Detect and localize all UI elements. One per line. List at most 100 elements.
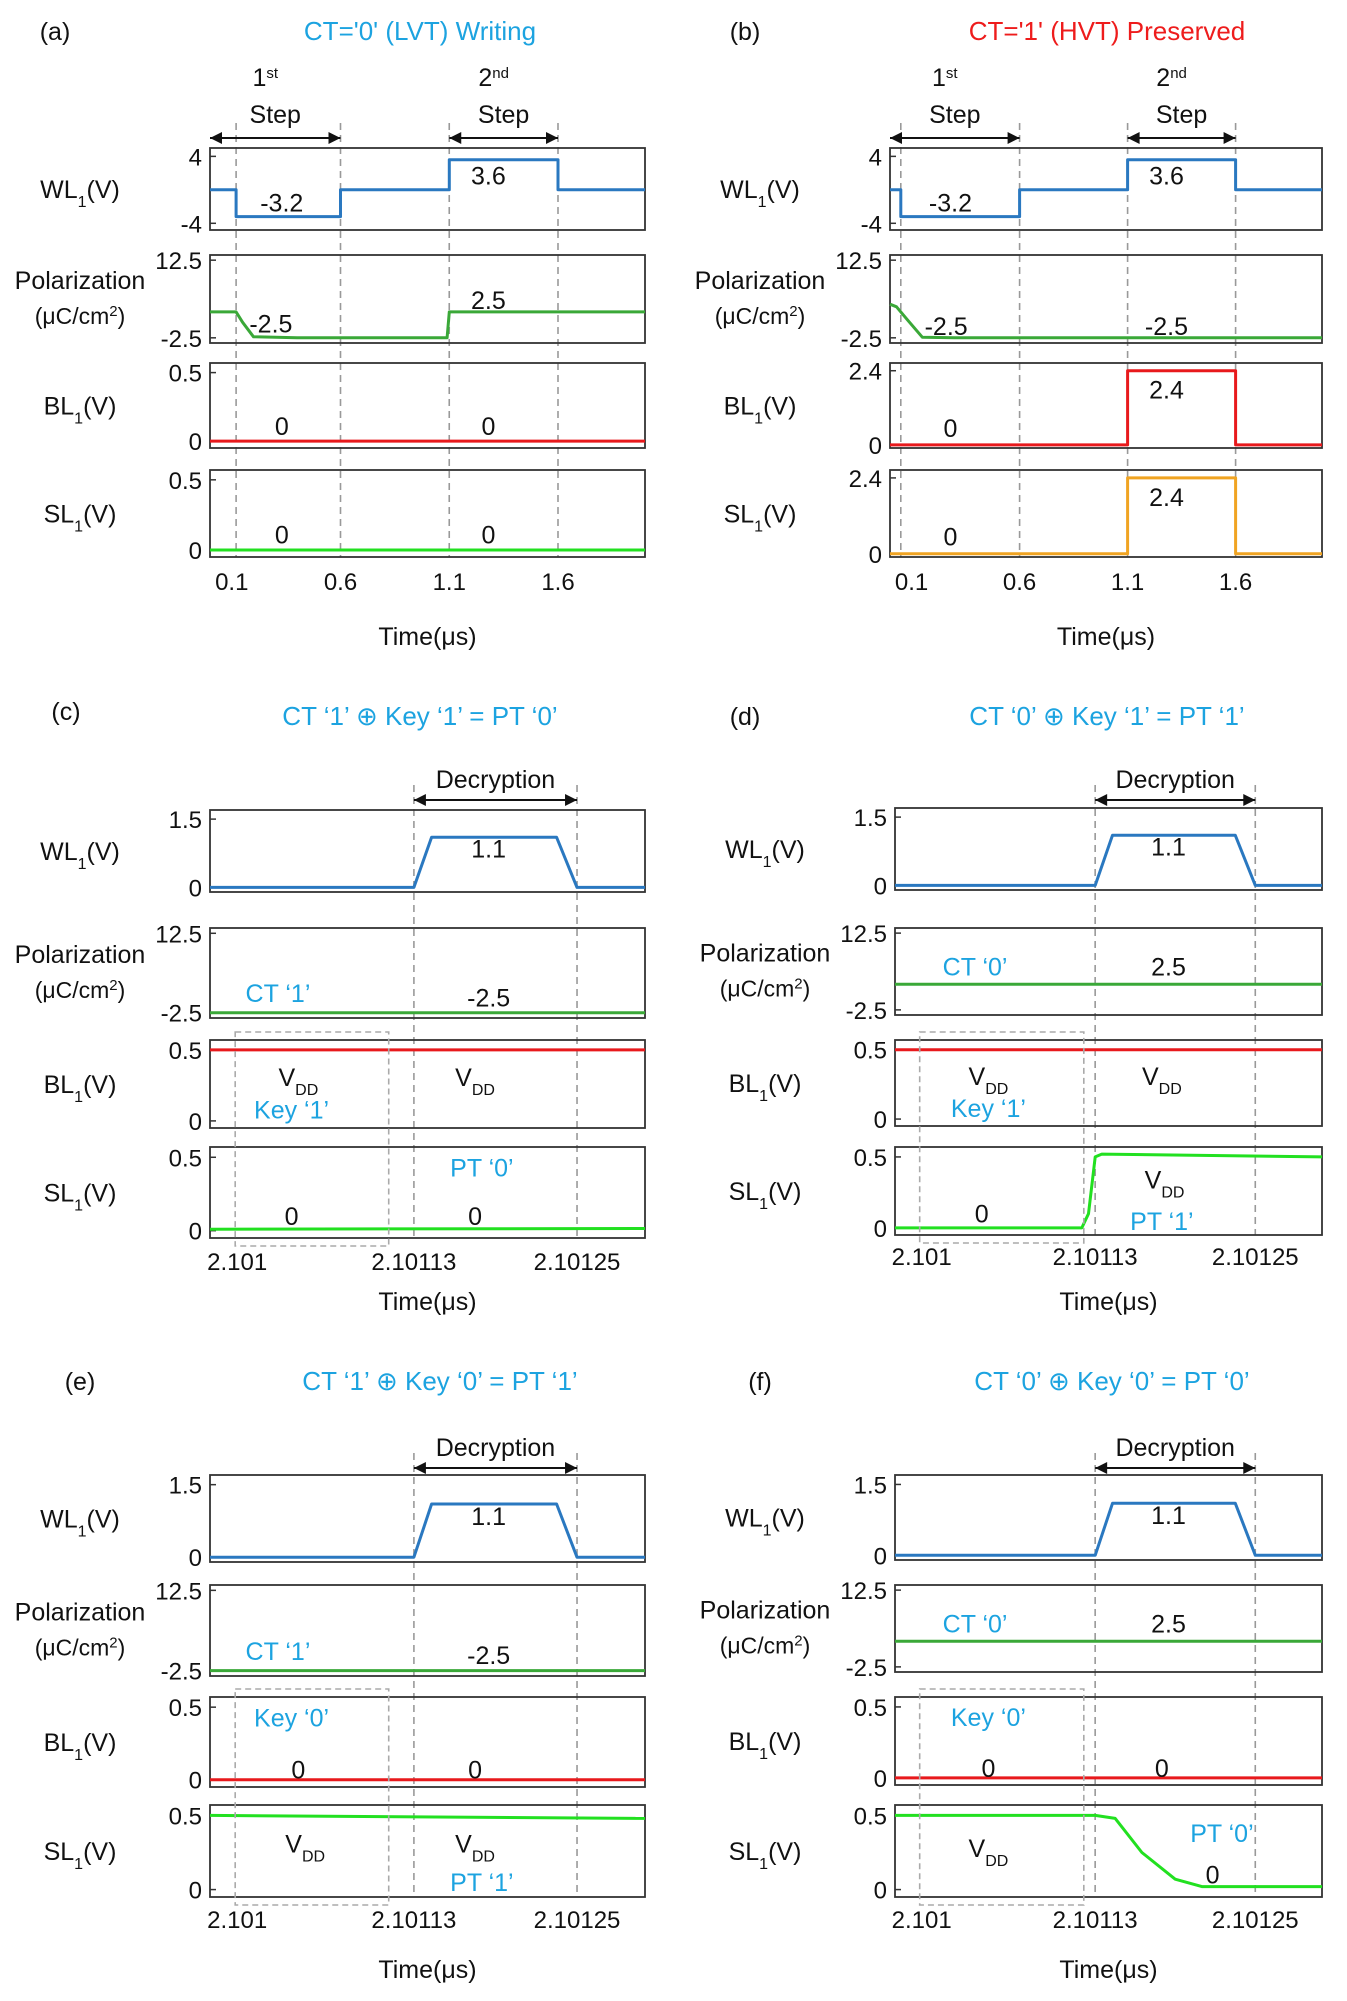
x-tick-label: 1.6 — [541, 569, 574, 596]
subplot-frame — [209, 1584, 646, 1677]
key-box — [234, 1031, 390, 1247]
trace-sl — [209, 1813, 646, 1820]
subplot-frame — [209, 254, 646, 344]
annotation: 0 — [975, 1201, 989, 1229]
step-word: Step — [250, 101, 301, 129]
y-tick-label: 12.5 — [835, 248, 882, 275]
annotation: 2.5 — [1151, 953, 1186, 981]
x-tick-label: 2.101 — [892, 1244, 952, 1271]
y-tick-label: 0 — [189, 1545, 202, 1572]
subplot-frame — [209, 362, 646, 449]
subplot-frame — [894, 927, 1323, 1016]
subplot-sl: 0.5 0 VDD PT ‘0’ 0 SL1(V) — [729, 1803, 1323, 1905]
trace-wl — [895, 833, 1322, 887]
trace-wl — [210, 1502, 645, 1559]
step-arrow-head-left — [1127, 132, 1140, 144]
signal-label-wl: WL1(V) — [40, 176, 120, 211]
y-tick-label: -2.5 — [161, 1001, 202, 1028]
annotation: VDD — [285, 1831, 325, 1866]
x-axis-label: Time(μs) — [378, 1956, 476, 1984]
x-tick-label: 2.10125 — [1212, 1244, 1299, 1271]
annotation: CT ‘0’ — [943, 1610, 1008, 1638]
y-tick-label: 4 — [869, 144, 882, 171]
annotation: 0 — [981, 1755, 995, 1783]
signal-label-bl: BL1(V) — [724, 393, 797, 428]
annotation: 0 — [1155, 1755, 1169, 1783]
signal-unit-polarization: (μC/cm2) — [715, 303, 806, 330]
y-tick-label: 4 — [189, 144, 202, 171]
y-tick-label: 0.5 — [169, 1038, 202, 1065]
x-tick-label: 0.6 — [324, 569, 357, 596]
x-tick-label: 0.6 — [1003, 569, 1036, 596]
x-tick-label: 1.1 — [433, 569, 466, 596]
signal-label-wl: WL1(V) — [40, 1506, 120, 1541]
subplot-frame — [209, 1039, 646, 1129]
x-tick-label: 2.10113 — [371, 1249, 456, 1276]
trace-sl — [895, 1813, 1322, 1889]
signal-label-polarization: Polarization — [700, 940, 831, 968]
x-tick-label: 0.1 — [895, 569, 928, 596]
subplot-frame — [209, 1474, 646, 1563]
annotation: 2.5 — [1151, 1610, 1186, 1638]
decryption-label: Decryption — [436, 766, 556, 794]
signal-label-polarization: Polarization — [15, 1599, 146, 1627]
subplot-frame — [889, 469, 1323, 558]
panel-label: (b) — [730, 18, 761, 46]
annotation: CT ‘1’ — [246, 1638, 311, 1666]
y-tick-label: 1.5 — [854, 805, 887, 832]
y-tick-label: 0 — [189, 1768, 202, 1795]
annotation: 0 — [468, 1757, 482, 1785]
signal-label-bl: BL1(V) — [729, 1070, 802, 1105]
signal-label-sl: SL1(V) — [729, 1838, 802, 1873]
decryption-label: Decryption — [1115, 1434, 1235, 1462]
subplot-sl: 2.4 0 0 2.4 SL1(V) — [724, 466, 1323, 569]
y-tick-label: 0.5 — [169, 1145, 202, 1172]
step-word: Step — [478, 101, 529, 129]
x-tick-label: 1.1 — [1111, 569, 1144, 596]
annotation: 1.1 — [471, 1503, 506, 1531]
x-tick-label: 0.1 — [215, 569, 248, 596]
signal-label-sl: SL1(V) — [724, 501, 797, 536]
key-box — [234, 1688, 390, 1906]
annotation: 2.5 — [471, 287, 506, 315]
x-axis-label: Time(μs) — [378, 1288, 476, 1316]
annotation: VDD — [1142, 1063, 1182, 1098]
panel-title: CT ‘0’ ⊕ Key ‘1’ = PT ‘1’ — [969, 701, 1244, 731]
y-tick-label: 0 — [874, 1543, 887, 1570]
signal-label-wl: WL1(V) — [720, 176, 800, 211]
y-tick-label: -2.5 — [846, 998, 887, 1025]
signal-unit-polarization: (μC/cm2) — [35, 303, 126, 330]
signal-label-bl: BL1(V) — [44, 1729, 117, 1764]
panel-title: CT ‘1’ ⊕ Key ‘0’ = PT ‘1’ — [302, 1366, 577, 1396]
x-axis-label: Time(μs) — [378, 623, 476, 651]
x-tick-label: 2.101 — [892, 1907, 952, 1934]
y-tick-label: 2.4 — [849, 359, 882, 386]
annotation: 0 — [275, 522, 289, 550]
panel-c: (c) CT ‘1’ ⊕ Key ‘1’ = PT ‘0’ Decryption 1.… — [15, 698, 646, 1316]
y-tick-label: 0.5 — [169, 1803, 202, 1830]
signal-unit-polarization: (μC/cm2) — [720, 975, 811, 1002]
step-arrow-head-left — [210, 132, 222, 144]
subplot-frame — [209, 1696, 646, 1788]
panel-label: (e) — [65, 1368, 96, 1396]
y-tick-label: 12.5 — [155, 248, 202, 275]
y-tick-label: 0 — [874, 873, 887, 900]
subplot-frame — [209, 809, 646, 893]
trace-sl — [895, 1152, 1323, 1230]
annotation: 0 — [291, 1757, 305, 1785]
annotation: PT ‘0’ — [450, 1155, 513, 1183]
panel-f: (f) CT ‘0’ ⊕ Key ‘0’ = PT ‘0’ Decryption 1.… — [700, 1366, 1323, 1984]
annotation: 1.1 — [1151, 834, 1186, 862]
subplot-sl: 0.5 0 0 0 PT ‘0’ SL1(V) — [44, 1145, 646, 1246]
step-number: 2nd — [1156, 64, 1187, 92]
y-tick-label: 12.5 — [155, 1578, 202, 1605]
subplot-frame — [209, 1146, 646, 1239]
panel-title: CT='1' (HVT) Preserved — [969, 16, 1246, 46]
y-tick-label: -2.5 — [846, 1655, 887, 1682]
subplot-wl: 1.5 0 1.1 WL1(V) — [40, 1473, 646, 1572]
step-number: 1st — [932, 64, 958, 92]
subplot-frame — [889, 362, 1323, 449]
y-tick-label: 12.5 — [155, 921, 202, 948]
